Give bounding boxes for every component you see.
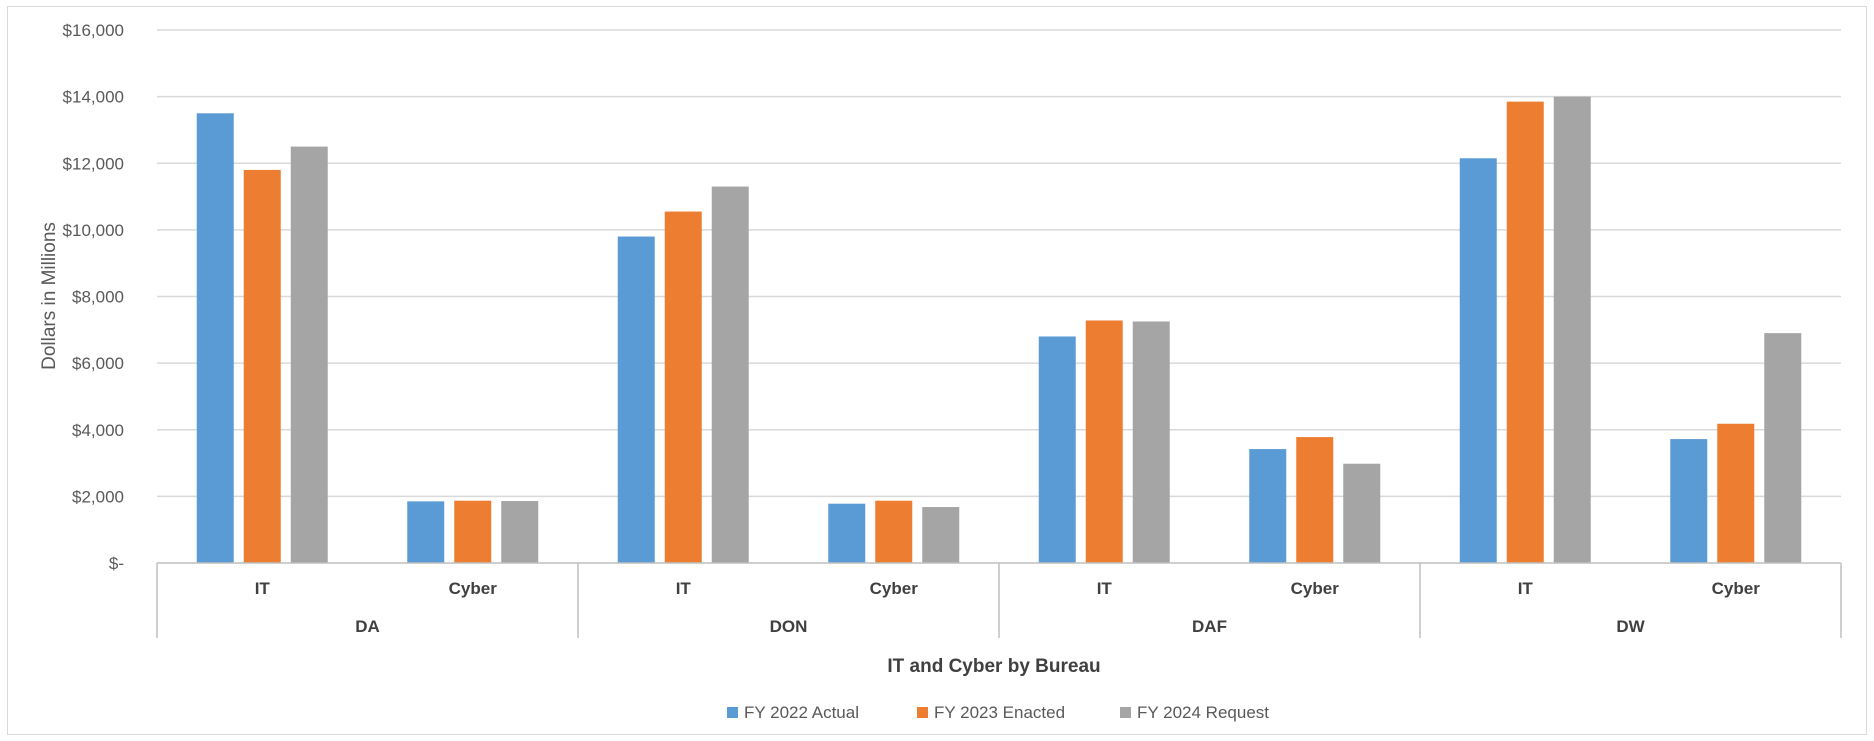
bar — [290, 146, 328, 563]
x-tick-label: IT — [676, 579, 692, 598]
bar — [1553, 96, 1591, 563]
bar — [828, 503, 866, 563]
legend-label: FY 2023 Enacted — [934, 703, 1065, 722]
axes — [156, 562, 1842, 638]
y-tick-label: $10,000 — [63, 221, 124, 240]
group-label: DAF — [1192, 617, 1227, 636]
bar — [501, 501, 539, 563]
legend-swatch — [917, 707, 928, 718]
group-label: DA — [355, 617, 380, 636]
legend: FY 2022 Actual FY 2023 Enacted FY 2024 Req… — [727, 703, 1269, 722]
legend-swatch — [727, 707, 738, 718]
bar — [1249, 449, 1287, 563]
bar — [1296, 437, 1334, 563]
bar — [407, 501, 445, 563]
bar — [1459, 158, 1497, 564]
x-tick-label: Cyber — [1712, 579, 1761, 598]
x-axis-title: IT and Cyber by Bureau — [887, 656, 1100, 677]
bar — [922, 507, 960, 563]
bar — [1506, 101, 1544, 563]
group-label: DW — [1616, 617, 1645, 636]
bar — [1343, 463, 1381, 563]
x-tick-label: Cyber — [870, 579, 919, 598]
bar — [196, 113, 234, 563]
x-category-labels: IT Cyber IT Cyber IT Cyber IT Cyber DA DON DAF DW — [255, 579, 1761, 636]
bar — [243, 169, 281, 563]
y-axis-title: Dollars in Millions — [39, 222, 60, 370]
y-tick-label: $2,000 — [72, 487, 124, 506]
y-tick-label: $12,000 — [63, 154, 124, 173]
legend-label: FY 2024 Request — [1137, 703, 1269, 722]
group-label: DON — [770, 617, 808, 636]
bar — [875, 500, 913, 563]
bars — [196, 96, 1802, 564]
x-tick-label: Cyber — [1291, 579, 1340, 598]
bar — [1670, 439, 1708, 563]
y-tick-label: $6,000 — [72, 354, 124, 373]
x-tick-label: IT — [255, 579, 271, 598]
bar — [454, 500, 492, 563]
bar — [664, 211, 702, 563]
x-tick-label: Cyber — [449, 579, 498, 598]
legend-label: FY 2022 Actual — [744, 703, 859, 722]
bar — [617, 236, 655, 563]
bar — [1038, 336, 1076, 563]
bar — [1132, 321, 1170, 563]
x-tick-label: IT — [1518, 579, 1534, 598]
bar — [711, 186, 749, 563]
y-tick-label: $4,000 — [72, 421, 124, 440]
legend-swatch — [1120, 707, 1131, 718]
bar — [1717, 423, 1755, 563]
y-tick-labels: $- $2,000 $4,000 $6,000 $8,000 $10,000 $12,000… — [63, 21, 124, 573]
y-tick-label: $- — [109, 554, 124, 573]
y-tick-label: $14,000 — [63, 88, 124, 107]
x-tick-label: IT — [1097, 579, 1113, 598]
bar — [1764, 333, 1802, 563]
y-tick-label: $8,000 — [72, 288, 124, 307]
y-tick-label: $16,000 — [63, 21, 124, 40]
bar — [1085, 320, 1123, 563]
